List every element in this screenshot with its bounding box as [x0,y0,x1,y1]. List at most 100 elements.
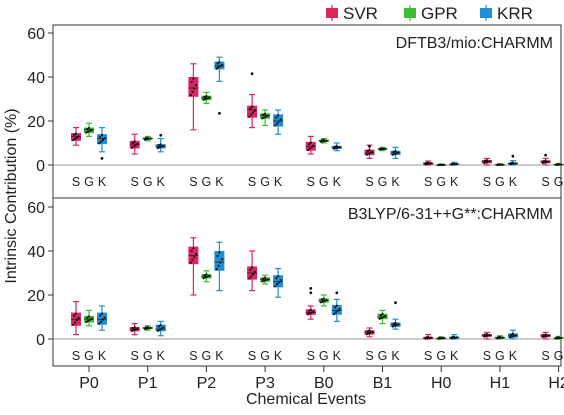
box-H1-KRR-panel-1-point-5 [511,332,514,335]
box-H2-SVR-panel-1-point-4 [542,333,545,337]
box-P3-SVR-panel-0-outlier-0 [250,72,254,76]
box-H0-GPR-panel-1-point-5 [440,336,443,339]
legend-label-svr: SVR [343,4,378,23]
model-letter-G-P1-panel-1: G [143,349,153,363]
box-P0-GPR-panel-1-point-4 [86,316,89,319]
box-H0-SVR-panel-0-point-3 [429,162,432,165]
box-P0-SVR-panel-0 [71,133,81,141]
box-P3-KRR-panel-1-point-0 [274,285,277,288]
box-P1-SVR-panel-1-point-5 [133,326,136,329]
box-B1-KRR-panel-0-point-4 [392,150,395,153]
box-P3-GPR-panel-0-point-1 [263,116,266,119]
model-letter-G-P3-panel-1: G [260,349,270,363]
box-P1-KRR-panel-1-point-0 [156,329,160,332]
box-B1-KRR-panel-0-point-5 [394,149,397,153]
box-H0-KRR-panel-1-point-5 [453,335,456,338]
model-letter-G-P0-panel-0: G [84,175,94,189]
box-P0-KRR-panel-0-point-1 [100,140,103,143]
box-P0-SVR-panel-1-point-1 [74,321,77,324]
box-P2-SVR-panel-1-point-0 [189,261,192,264]
box-B1-KRR-panel-1-point-0 [391,325,394,328]
box-P1-KRR-panel-0-point-1 [158,146,161,149]
box-H1-KRR-panel-0-point-3 [514,162,517,165]
box-B0-SVR-panel-1-point-5 [309,308,312,311]
box-P3-KRR-panel-0-point-2 [277,120,281,123]
box-B0-SVR-panel-0-point-3 [312,144,315,147]
box-H2-SVR-panel-1-point-0 [541,335,545,339]
box-P1-KRR-panel-0-point-0 [156,147,160,150]
model-letter-S-P3-panel-0: S [248,175,256,189]
box-H0-KRR-panel-1-point-4 [451,335,454,339]
box-P2-KRR-panel-0-point-4 [216,62,219,65]
box-P3-SVR-panel-1-point-2 [251,273,255,276]
box-H2-GPR-panel-0-point-4 [555,163,558,166]
box-P0-SVR-panel-0-point-0 [72,139,75,142]
box-P3-SVR-panel-1-point-4 [249,268,252,271]
box-P2-SVR-panel-0-point-3 [195,84,198,87]
box-B0-KRR-panel-0-point-0 [333,147,336,150]
box-B1-GPR-panel-0-point-5 [381,147,384,150]
box-H1-SVR-panel-0-point-0 [483,161,486,165]
box-P2-SVR-panel-1-point-1 [191,258,194,261]
box-B1-GPR-panel-1-point-4 [379,313,382,317]
box-H1-SVR-panel-1-point-4 [484,333,487,336]
box-P2-KRR-panel-1-point-1 [217,264,220,267]
box-P3-GPR-panel-1-point-4 [262,277,265,280]
y-tick-label-0-panel-1: 0 [36,332,45,349]
x-tick-label-P0: P0 [79,375,99,392]
model-letter-K-P3-panel-1: K [274,349,283,363]
box-P2-SVR-panel-0-point-0 [189,94,192,97]
box-P0-KRR-panel-0-point-2 [101,138,104,142]
box-P3-SVR-panel-0-point-0 [248,115,251,118]
model-letter-K-B0-panel-0: K [333,175,342,189]
box-P2-KRR-panel-1 [214,251,225,271]
model-letter-G-B1-panel-1: G [378,349,388,363]
box-P2-SVR-panel-1-point-2 [193,255,196,258]
box-H2-GPR-panel-1-point-5 [557,336,560,339]
model-letter-K-H1-panel-0: K [509,175,518,189]
box-P1-SVR-panel-0 [129,140,140,149]
box-B1-SVR-panel-1-point-1 [367,332,370,335]
box-P0-KRR-panel-0-outlier-0 [100,157,104,160]
box-P0-GPR-panel-1-point-2 [88,318,91,321]
box-P0-SVR-panel-1-point-3 [77,317,80,320]
box-B1-SVR-panel-1-point-0 [365,333,368,336]
box-B1-SVR-panel-0-point-0 [365,153,368,156]
box-P3-KRR-panel-1-point-4 [275,277,278,280]
x-tick-label-H0: H0 [431,375,452,392]
box-B0-SVR-panel-1-point-0 [307,313,310,316]
box-P3-KRR-panel-1-point-1 [276,283,279,286]
box-P3-SVR-panel-0-point-2 [251,111,255,114]
model-letter-K-P0-panel-1: K [98,349,107,363]
box-H0-GPR-panel-0-point-4 [438,163,441,166]
box-P3-SVR-panel-0-point-5 [251,105,254,108]
box-H1-KRR-panel-0-point-5 [511,161,514,164]
box-P3-SVR-panel-1-point-0 [248,277,251,280]
y-tick-label-0-panel-0: 0 [36,158,45,175]
model-letter-S-P2-panel-1: S [189,349,197,363]
box-P1-SVR-panel-1-point-3 [136,327,139,330]
box-P1-GPR-panel-0-point-5 [146,136,149,139]
model-letter-G-P1-panel-0: G [143,175,153,189]
box-P2-GPR-panel-1-point-5 [205,273,208,276]
legend-swatch-gpr [404,8,416,18]
box-P0-SVR-panel-0-point-3 [77,135,80,138]
box-P2-SVR-panel-0-point-1 [191,90,194,93]
box-H1-KRR-panel-1-point-4 [510,333,513,336]
box-H1-SVR-panel-0-point-5 [485,159,488,162]
model-letter-K-H1-panel-1: K [509,349,518,363]
box-B1-KRR-panel-0-point-2 [395,152,398,155]
box-H1-GPR-panel-1-point-4 [497,336,500,339]
model-letter-K-P1-panel-1: K [157,349,166,363]
model-letter-S-P1-panel-1: S [131,349,139,363]
box-P3-SVR-panel-1-point-5 [251,266,254,269]
box-B0-GPR-panel-0-point-3 [325,139,328,142]
box-P2-SVR-panel-1-point-5 [192,246,195,250]
box-P0-KRR-panel-1-point-4 [99,314,102,317]
box-P2-KRR-panel-0-point-1 [217,66,220,69]
model-letter-G-H0-panel-0: G [436,175,446,189]
model-letter-S-P2-panel-0: S [189,175,197,189]
box-P2-KRR-panel-0-point-3 [221,63,224,66]
